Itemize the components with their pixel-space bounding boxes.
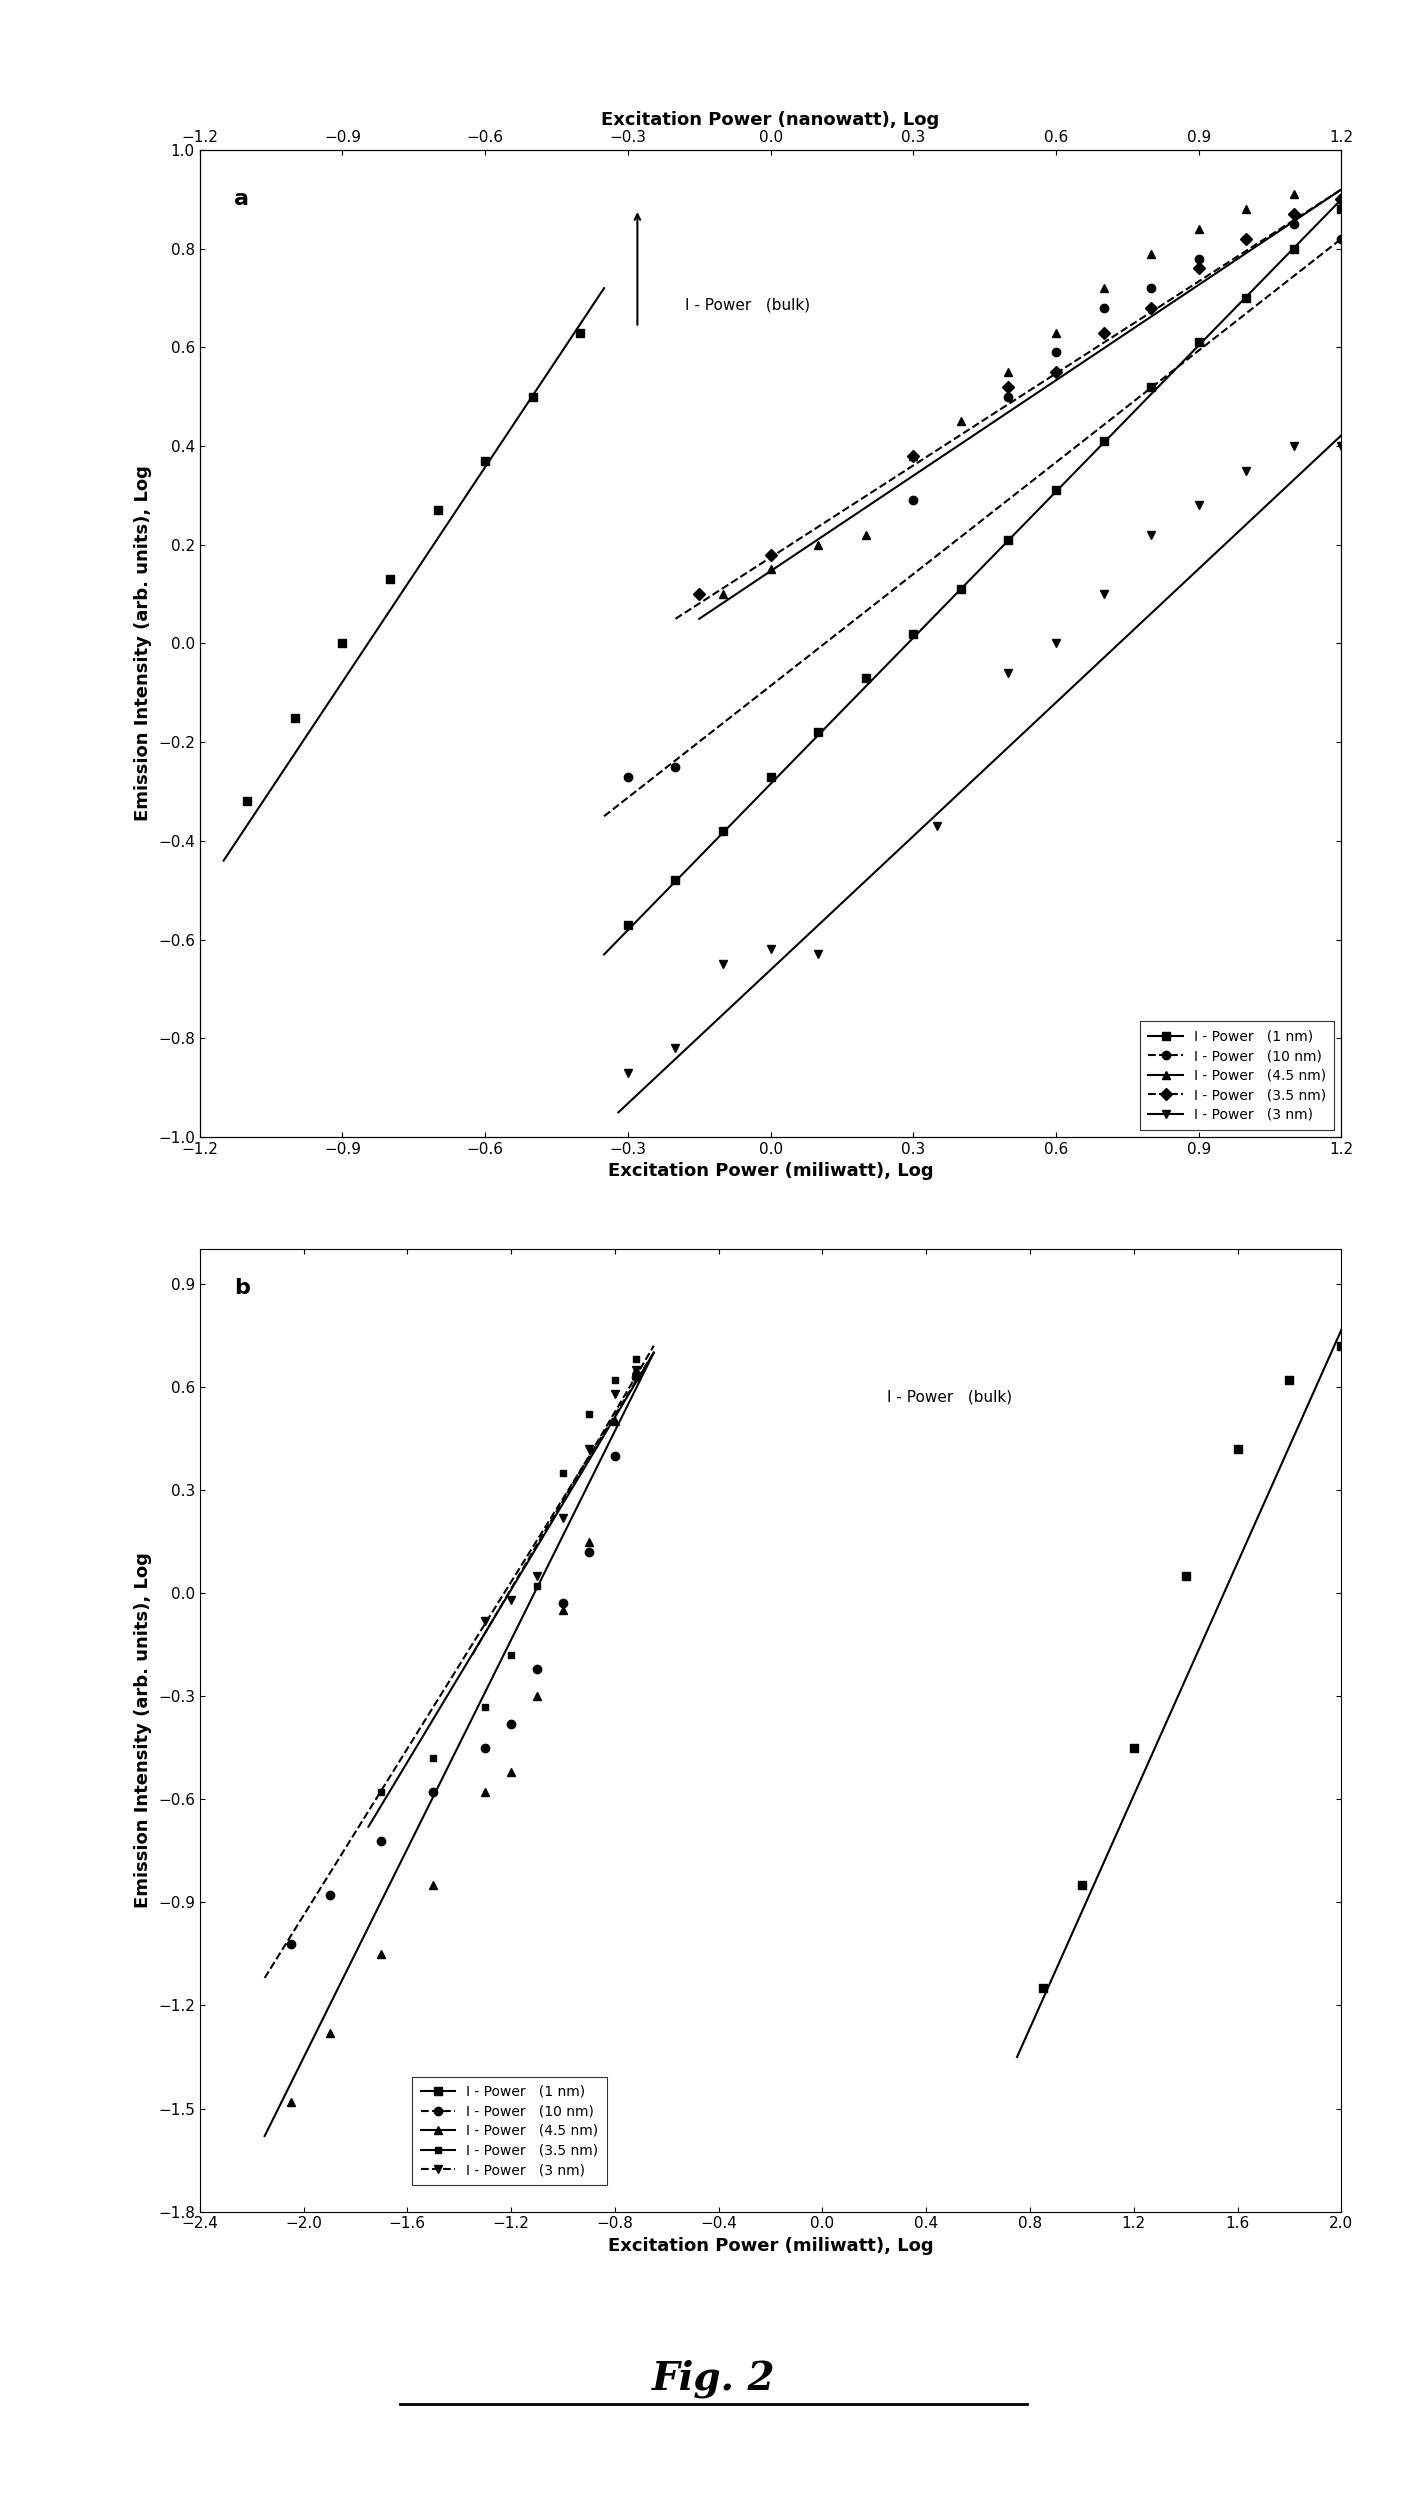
Text: I - Power   (bulk): I - Power (bulk) xyxy=(685,297,811,312)
Text: a: a xyxy=(234,190,250,210)
Y-axis label: Emission Intensity (arb. units), Log: Emission Intensity (arb. units), Log xyxy=(134,1552,153,1909)
Text: b: b xyxy=(234,1279,250,1299)
X-axis label: Excitation Power (nanowatt), Log: Excitation Power (nanowatt), Log xyxy=(601,110,940,127)
Legend: I - Power   (1 nm), I - Power   (10 nm), I - Power   (4.5 nm), I - Power   (3.5 : I - Power (1 nm), I - Power (10 nm), I -… xyxy=(1140,1022,1334,1130)
Text: I - Power   (bulk): I - Power (bulk) xyxy=(888,1389,1013,1404)
X-axis label: Excitation Power (miliwatt), Log: Excitation Power (miliwatt), Log xyxy=(608,2237,933,2254)
X-axis label: Excitation Power (miliwatt), Log: Excitation Power (miliwatt), Log xyxy=(608,1162,933,1180)
Y-axis label: Emission Intensity (arb. units), Log: Emission Intensity (arb. units), Log xyxy=(134,465,153,822)
Text: Fig. 2: Fig. 2 xyxy=(652,2359,775,2399)
Legend: I - Power   (1 nm), I - Power   (10 nm), I - Power   (4.5 nm), I - Power   (3.5 : I - Power (1 nm), I - Power (10 nm), I -… xyxy=(412,2077,606,2187)
